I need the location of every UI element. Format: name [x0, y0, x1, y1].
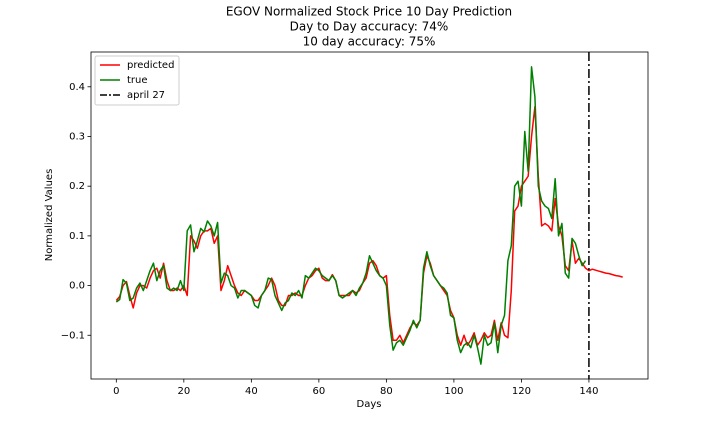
- y-tick-label: −0.1: [61, 330, 85, 341]
- legend-label: true: [127, 75, 148, 86]
- y-tick-label: 0.1: [69, 231, 85, 242]
- y-tick-label: 0.0: [69, 281, 85, 292]
- chart-subtitle: Day to Day accuracy: 74%: [290, 20, 449, 34]
- y-axis-label: Normalized Values: [44, 169, 55, 262]
- y-tick-label: 0.2: [69, 181, 85, 192]
- y-tick-label: 0.4: [69, 82, 85, 93]
- x-tick-label: 40: [245, 386, 258, 397]
- x-tick-label: 100: [444, 386, 463, 397]
- legend-label: predicted: [127, 60, 174, 71]
- plot-frame: [90, 51, 649, 380]
- chart-subtitle: 10 day accuracy: 75%: [303, 35, 436, 49]
- x-tick-label: 80: [380, 386, 393, 397]
- data-line: [115, 105, 623, 346]
- chart-title: EGOV Normalized Stock Price 10 Day Predi…: [226, 5, 512, 19]
- data-line: [115, 66, 587, 365]
- x-tick-label: 60: [312, 386, 325, 397]
- y-tick-label: 0.3: [69, 131, 85, 142]
- x-tick-label: 120: [512, 386, 531, 397]
- legend-label: april 27: [127, 90, 165, 101]
- x-axis-label: Days: [357, 399, 382, 410]
- x-tick-label: 0: [113, 386, 119, 397]
- x-tick-label: 140: [579, 386, 598, 397]
- legend: predicted true april 27: [94, 55, 180, 106]
- x-tick-label: 20: [177, 386, 190, 397]
- legend-box: [94, 55, 180, 106]
